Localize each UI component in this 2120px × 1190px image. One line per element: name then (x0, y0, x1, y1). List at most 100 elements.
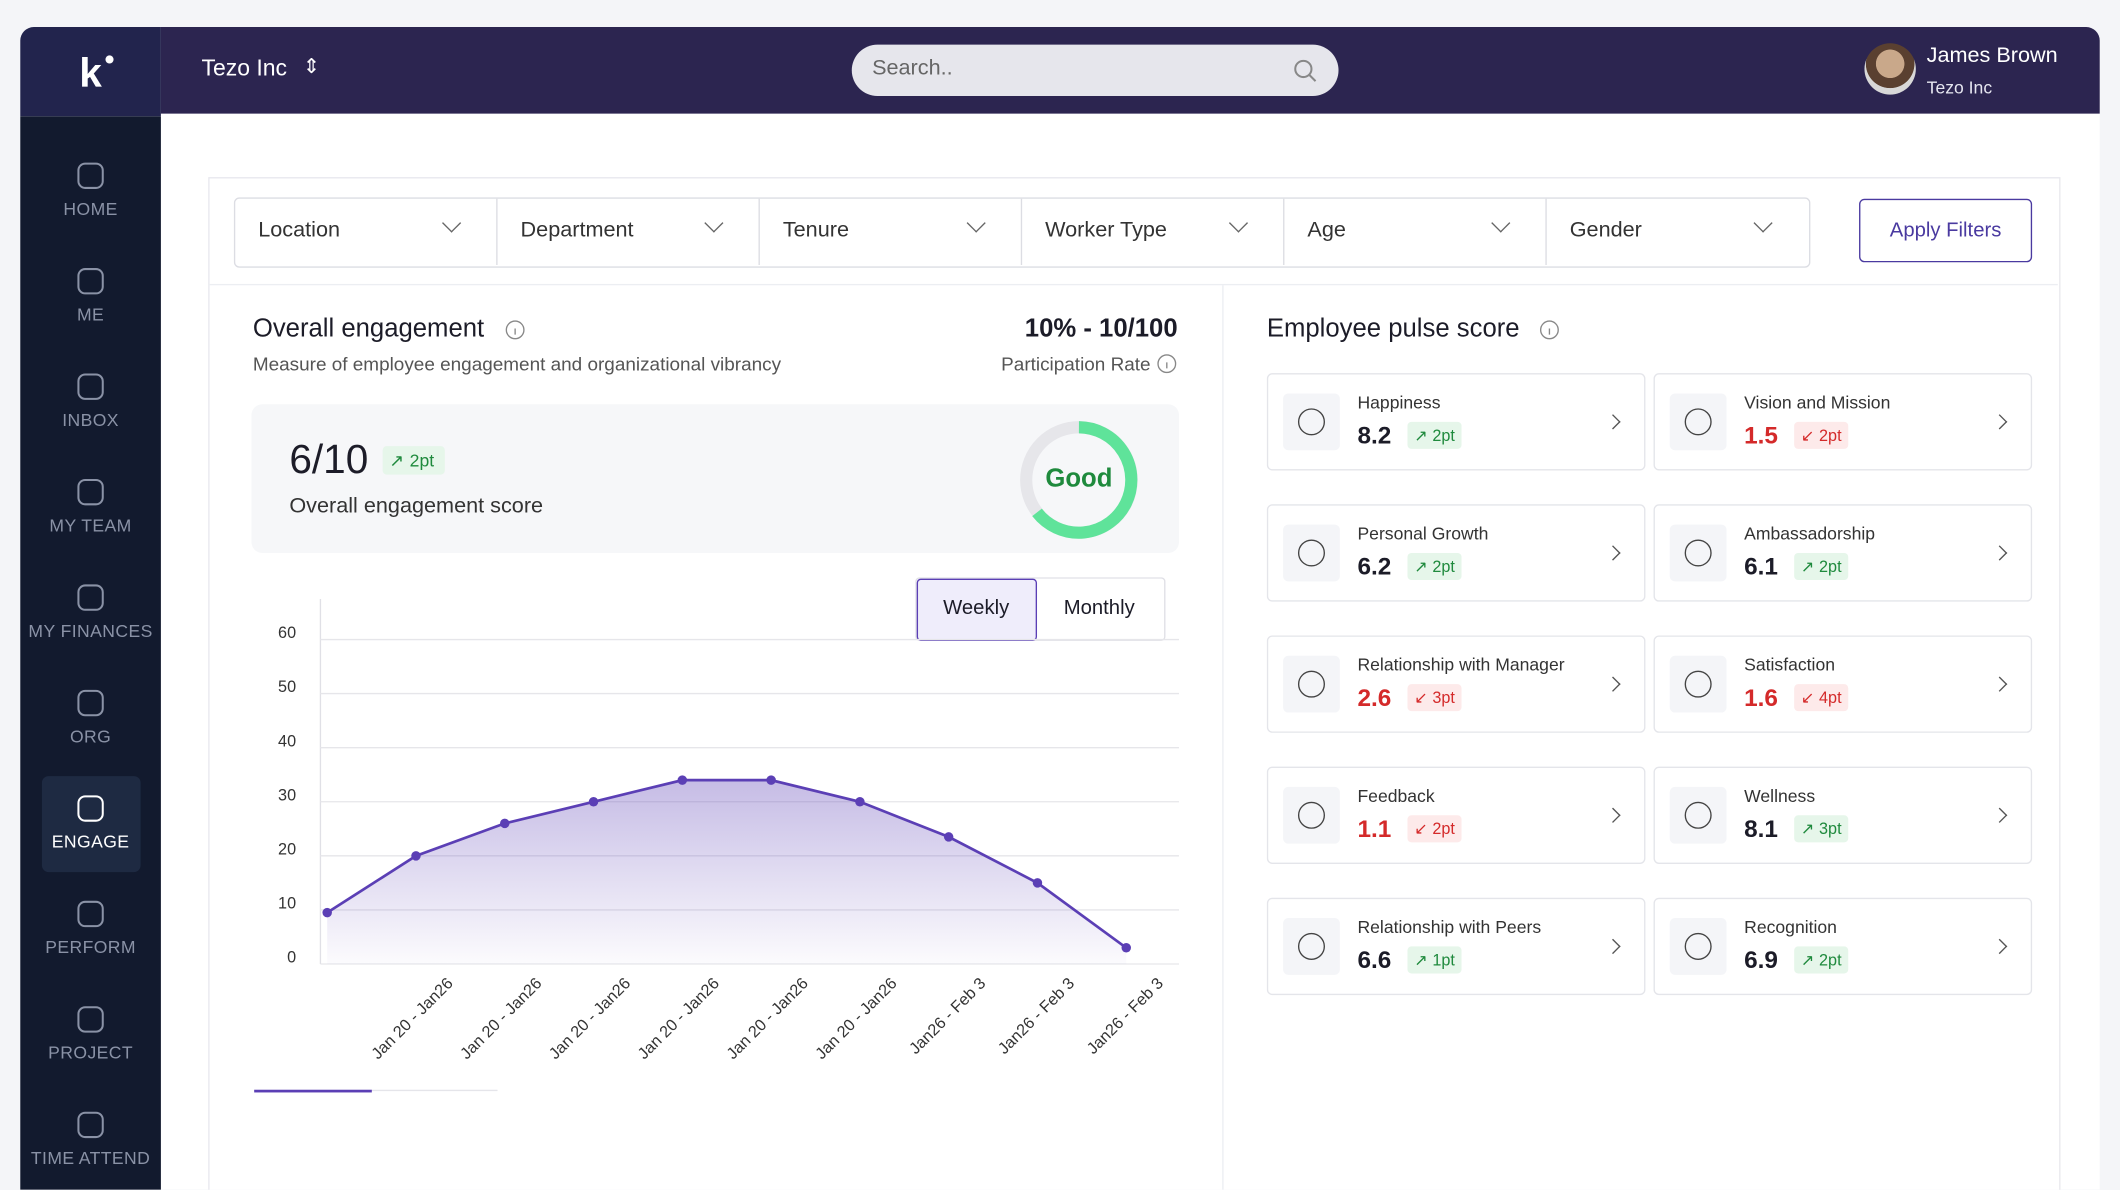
y-tick-label: 10 (278, 895, 296, 913)
pulse-change: 4pt (1819, 688, 1842, 708)
pulse-icon (1684, 801, 1712, 829)
apply-button-label[interactable]: Apply Filters (1889, 219, 2002, 243)
pulse-change: 1pt (1432, 950, 1455, 970)
search-box[interactable] (851, 44, 1339, 96)
filter-label[interactable]: Location (258, 219, 341, 243)
nav-icon-shape (77, 689, 104, 717)
pulse-card[interactable] (1266, 766, 1646, 864)
point (677, 775, 688, 785)
pulse-change-badge: ↙ 2pt (1407, 815, 1462, 843)
logo-mark: k (79, 50, 102, 96)
pulse-change: 2pt (1819, 425, 1842, 445)
toggle-weekly[interactable]: Weekly (943, 596, 1010, 620)
x-tick-label: Jan 20 - Jan26 (546, 974, 635, 1063)
nav-icon-shape (77, 1006, 104, 1033)
pulse-score: 1.5 (1744, 421, 1778, 449)
pulse-card[interactable] (1653, 504, 2033, 602)
nav-icon[interactable] (74, 370, 106, 402)
toggle-active[interactable] (916, 578, 1038, 641)
filter-label[interactable]: Gender (1569, 219, 1642, 243)
nav-icon-shape (77, 162, 104, 189)
pulse-card[interactable] (1653, 635, 2033, 733)
nav-label[interactable]: ENGAGE (51, 831, 130, 852)
pulse-score: 6.9 (1744, 946, 1778, 974)
pulse-score: 8.2 (1357, 421, 1392, 449)
filter-label[interactable]: Age (1307, 219, 1346, 243)
apply-button[interactable] (1859, 198, 2033, 263)
pulse-card[interactable] (1266, 373, 1646, 471)
pulse-icon (1684, 670, 1712, 698)
user-name[interactable]: James Brown (1926, 44, 2058, 68)
nav-icon[interactable] (74, 792, 106, 824)
x-tick-label: Jan26 - Feb 3 (906, 974, 989, 1057)
gauge (1020, 421, 1138, 539)
pulse-name: Recognition (1744, 916, 1837, 937)
nav-label[interactable]: HOME (63, 198, 118, 220)
pulse-change-badge: ↙ 4pt (1794, 684, 1849, 712)
pulse-change: 2pt (1819, 557, 1842, 576)
y-tick-label: 50 (278, 678, 296, 696)
nav-label[interactable]: ORG (69, 726, 112, 747)
divider (1222, 285, 1224, 1190)
pulse-card[interactable] (1653, 897, 2033, 996)
logo-dot (105, 55, 114, 64)
filter-divider (1283, 198, 1285, 266)
filter-divider (758, 198, 760, 266)
point (1032, 878, 1043, 888)
nav-icon[interactable] (74, 1003, 106, 1035)
nav-icon[interactable] (74, 898, 106, 930)
nav-icon[interactable] (74, 160, 106, 192)
x-tick-label: Jan 20 - Jan26 (723, 974, 812, 1063)
avatar[interactable] (1864, 43, 1916, 95)
info-circle (505, 320, 525, 340)
pulse-card[interactable] (1266, 504, 1646, 602)
x-tick-label: Jan26 - Feb 3 (995, 974, 1078, 1057)
company-name[interactable]: Tezo Inc (201, 55, 288, 82)
pulse-card[interactable] (1266, 635, 1646, 733)
pulse-change-badge: ↙ 2pt (1794, 421, 1849, 449)
pulse-icon (1684, 932, 1712, 960)
pulse-card[interactable] (1653, 373, 2033, 471)
nav-icon[interactable] (74, 476, 106, 508)
nav-icon[interactable] (74, 687, 106, 719)
participation: 10% - 10/100 (1024, 315, 1178, 344)
pulse-icon (1684, 408, 1712, 436)
y-tick-label: 20 (278, 840, 296, 858)
pulse-name: Happiness (1357, 392, 1441, 413)
pulse-change-badge: ↗ 2pt (1794, 552, 1849, 581)
info-icon[interactable] (504, 319, 526, 341)
nav-label[interactable]: ME (76, 304, 105, 325)
point (1121, 943, 1131, 953)
pulse-change: 2pt (1432, 819, 1455, 839)
nav-label[interactable]: MY TEAM (49, 515, 132, 536)
nav-icon[interactable] (74, 581, 106, 613)
info-circle (1157, 354, 1177, 374)
y-tick-label: 40 (278, 732, 296, 750)
info-icon[interactable] (1539, 319, 1561, 341)
divider (208, 283, 2058, 286)
pulse-change-badge: ↗ 2pt (1794, 946, 1849, 974)
pulse-change: 2pt (1432, 425, 1455, 445)
nav-icon[interactable] (74, 1109, 106, 1141)
score-label: Overall engagement score (289, 494, 544, 518)
nav-label[interactable]: PROJECT (48, 1042, 134, 1063)
nav-icon[interactable] (74, 265, 106, 297)
filter-label[interactable]: Tenure (782, 219, 849, 243)
nav-icon-shape (77, 478, 104, 506)
pulse-icon (1297, 932, 1326, 960)
info-icon[interactable] (1156, 353, 1178, 375)
nav-label[interactable]: INBOX (62, 409, 119, 430)
pulse-change: 2pt (1432, 557, 1455, 576)
filter-label[interactable]: Worker Type (1045, 219, 1167, 243)
company-switch-icon[interactable]: ⇕ (302, 55, 320, 79)
pulse-card[interactable] (1266, 897, 1646, 996)
nav-label[interactable]: PERFORM (45, 936, 136, 958)
filter-label[interactable]: Department (520, 219, 634, 243)
pulse-score: 2.6 (1357, 684, 1392, 712)
toggle-monthly[interactable]: Monthly (1063, 596, 1135, 620)
point (411, 851, 421, 861)
pulse-card[interactable] (1653, 766, 2033, 864)
nav-label[interactable]: MY FINANCES (28, 620, 153, 641)
nav-label[interactable]: TIME ATTEND (30, 1147, 151, 1169)
filter-bar (233, 197, 1811, 268)
